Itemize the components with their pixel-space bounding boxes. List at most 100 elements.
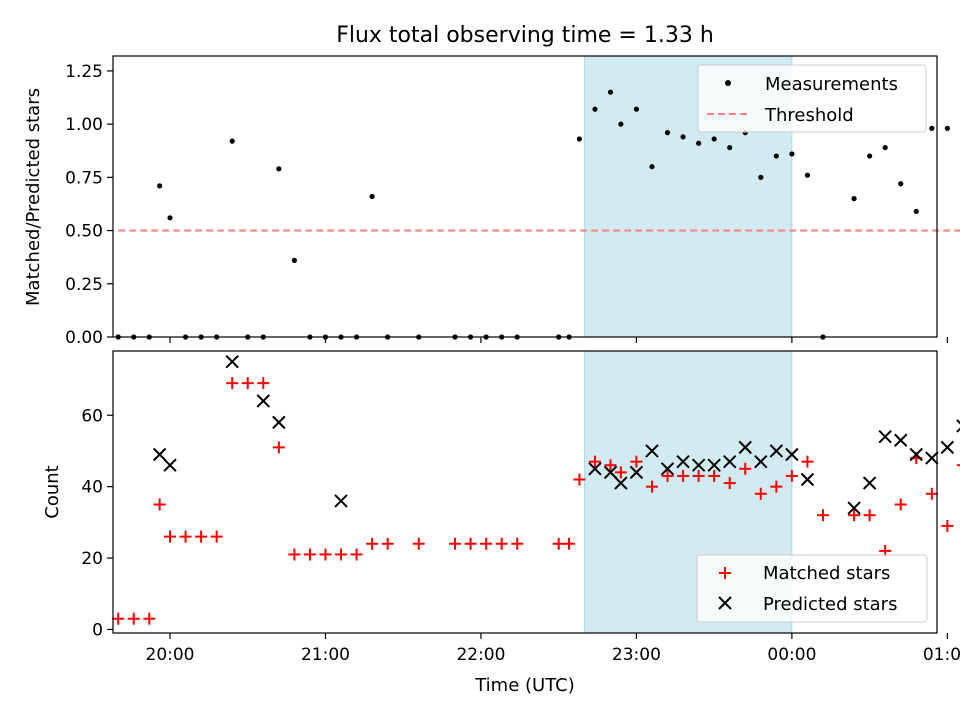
y-axis-ticks-bottom: 0 20 40 60 xyxy=(81,406,113,640)
matched-star-point xyxy=(941,519,954,532)
matched-star-point xyxy=(288,548,301,561)
y-tick-label: 60 xyxy=(81,406,103,426)
matched-star-point xyxy=(412,537,425,550)
matched-star-point xyxy=(143,612,156,625)
measurement-point xyxy=(291,257,297,263)
predicted-star-point xyxy=(738,440,752,455)
predicted-star-point xyxy=(614,476,628,490)
matched-star-point xyxy=(816,509,829,522)
predicted-star-point xyxy=(769,444,784,458)
matched-star-point xyxy=(848,509,861,522)
predicted-star-point xyxy=(334,494,348,508)
matched-star-point xyxy=(630,455,643,468)
measurement-point xyxy=(618,121,624,127)
legend-label-predicted: Predicted stars xyxy=(763,594,897,615)
matched-star-point xyxy=(801,455,814,468)
measurement-point xyxy=(592,106,598,112)
matched-star-point xyxy=(226,377,239,390)
y-tick-label: 0.25 xyxy=(65,275,103,295)
matched-star-point xyxy=(588,455,601,468)
x-tick-label: 00:00 xyxy=(767,645,816,665)
y-tick-label: 0.75 xyxy=(65,168,103,188)
matched-star-point xyxy=(257,377,270,390)
measurement-point xyxy=(929,125,935,131)
matched-star-point xyxy=(661,469,674,482)
x-tick-label: 21:00 xyxy=(301,645,350,665)
measurement-point xyxy=(773,153,779,159)
y-tick-label: 0.00 xyxy=(65,328,103,348)
legend-label-matched: Matched stars xyxy=(763,563,890,584)
predicted-star-point xyxy=(707,458,721,472)
measurement-point xyxy=(789,151,795,157)
predicted-star-point xyxy=(862,476,877,490)
matched-star-point xyxy=(573,473,586,486)
y-axis-label-bottom: Count xyxy=(42,465,63,518)
legend-marker-matched xyxy=(719,567,731,579)
matched-star-point xyxy=(335,548,348,561)
matched-star-point xyxy=(563,537,576,550)
matched-star-point xyxy=(195,530,208,543)
measurement-point xyxy=(607,89,614,95)
matched-stars-points xyxy=(112,377,960,625)
predicted-star-point xyxy=(909,447,923,462)
measurement-point xyxy=(369,193,375,200)
predicted-star-point xyxy=(152,447,167,462)
measurement-point xyxy=(576,136,583,142)
measurement-point xyxy=(882,144,888,151)
x-tick-label: 20:00 xyxy=(146,645,195,665)
measurement-point xyxy=(913,208,919,215)
measurement-point xyxy=(696,140,702,146)
matched-star-point xyxy=(614,466,627,479)
matched-star-point xyxy=(495,537,508,550)
legend-frame-top xyxy=(697,64,927,133)
measurement-point xyxy=(711,136,717,142)
predicted-star-point xyxy=(272,415,286,430)
matched-star-point xyxy=(677,469,690,482)
predicted-star-point xyxy=(800,472,815,487)
matched-star-point xyxy=(241,377,254,390)
matched-star-point xyxy=(381,537,394,550)
matched-star-point xyxy=(552,537,565,550)
matched-star-point xyxy=(179,530,192,543)
matched-star-point xyxy=(366,537,379,550)
predicted-star-point xyxy=(629,465,644,480)
x-tick-label: 23:00 xyxy=(612,645,661,665)
matched-star-point xyxy=(112,612,125,625)
legend-top: Measurements Threshold xyxy=(697,64,927,133)
plot-area-bottom xyxy=(112,350,938,634)
measurement-point xyxy=(649,164,655,170)
x-axis-label: Time (UTC) xyxy=(474,675,575,696)
predicted-star-point xyxy=(225,355,239,369)
matched-star-point xyxy=(739,462,752,475)
y-tick-label: 0.50 xyxy=(65,222,103,242)
matched-star-point xyxy=(153,498,166,511)
y-axis-label-top: Matched/Predicted stars xyxy=(23,88,44,306)
measurement-point xyxy=(229,138,235,144)
chart-title: Flux total observing time = 1.33 h xyxy=(336,23,714,48)
predicted-star-point xyxy=(956,419,960,433)
y-tick-label: 1.25 xyxy=(65,62,103,82)
predicted-star-point xyxy=(925,451,939,465)
y-axis-ticks-top: 0.00 0.25 0.50 0.75 1.00 1.25 xyxy=(65,62,113,348)
panel-counts: 0 20 40 60 20:00 21:00 22:00 23:00 00:00 01:00 0 2… xyxy=(42,350,960,696)
predicted-star-point xyxy=(722,454,737,469)
matched-star-point xyxy=(272,441,285,454)
predicted-star-point xyxy=(878,429,892,444)
x-tick-label: 01:00 xyxy=(923,645,960,665)
predicted-star-point xyxy=(603,465,618,480)
measurement-point xyxy=(680,134,686,140)
measurement-point xyxy=(851,196,857,202)
predicted-star-point xyxy=(645,444,659,458)
predicted-star-point xyxy=(163,458,177,472)
y-tick-label: 1.00 xyxy=(65,115,103,135)
matched-star-point xyxy=(303,548,316,561)
predicted-star-point xyxy=(940,440,955,455)
predicted-star-point xyxy=(691,458,706,472)
matched-star-point xyxy=(604,459,617,472)
measurement-point xyxy=(157,183,163,189)
matched-star-point xyxy=(925,487,938,500)
predicted-stars-points xyxy=(152,355,960,515)
measurements-points xyxy=(115,89,950,340)
matched-star-point xyxy=(894,498,907,511)
